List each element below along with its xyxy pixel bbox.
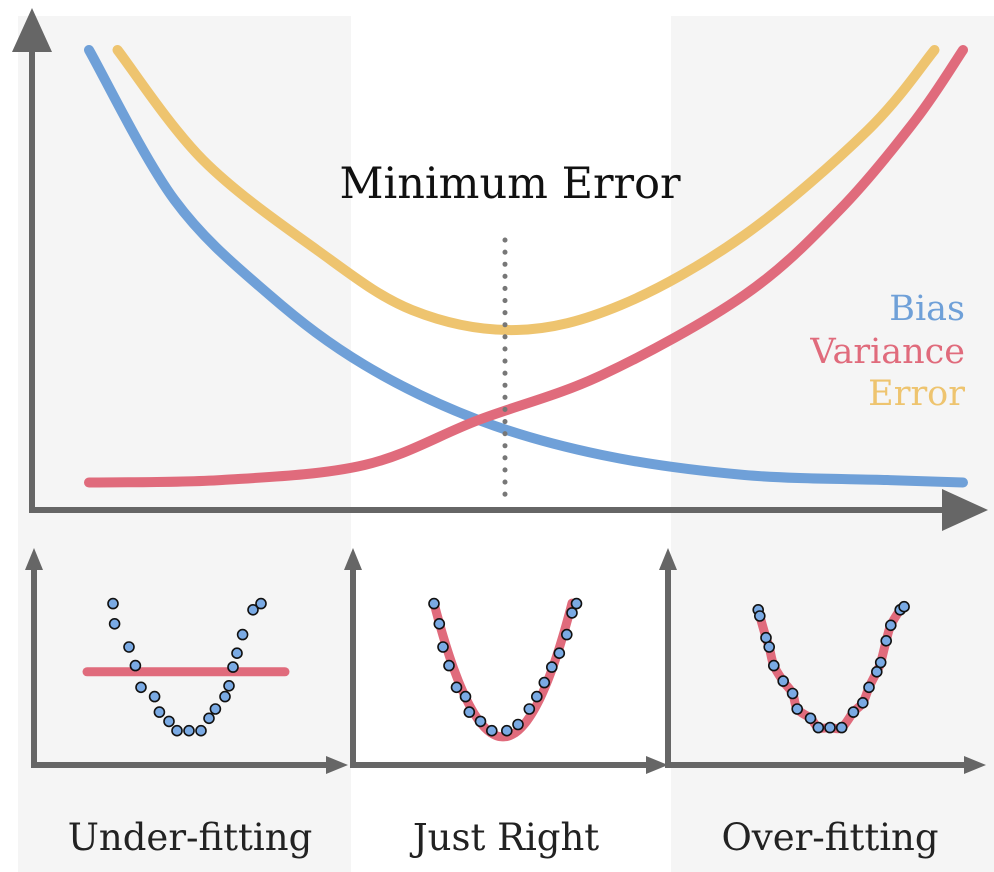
data-point xyxy=(209,703,222,715)
justright-y-arrowhead xyxy=(344,548,362,570)
underfit-axes xyxy=(25,548,348,774)
legend: Bias Variance Error xyxy=(809,289,965,414)
overfit-x-arrowhead xyxy=(964,756,986,774)
data-point xyxy=(227,661,239,673)
data-point xyxy=(428,597,440,610)
panel-label-underfitting: Under-fitting xyxy=(68,816,313,859)
data-point xyxy=(153,706,166,718)
data-point xyxy=(847,706,860,718)
data-point xyxy=(560,628,573,641)
overfit-panel-background xyxy=(671,16,994,872)
data-point xyxy=(129,659,142,672)
data-point xyxy=(777,675,790,687)
data-point xyxy=(443,659,455,672)
legend-bias: Bias xyxy=(889,289,965,329)
data-point xyxy=(753,610,766,622)
data-point xyxy=(824,721,836,734)
data-point xyxy=(108,617,121,630)
data-point xyxy=(767,659,780,672)
underfit-data-points xyxy=(107,597,267,737)
underfit-x-arrowhead xyxy=(326,756,348,774)
data-point xyxy=(553,647,566,660)
data-point xyxy=(203,712,215,725)
overfit-axes xyxy=(659,548,986,774)
data-point xyxy=(463,706,476,718)
overfit-data-points xyxy=(752,600,910,734)
data-point xyxy=(863,681,875,694)
data-point xyxy=(884,619,897,632)
data-point xyxy=(223,679,235,692)
data-point xyxy=(523,703,536,715)
data-point xyxy=(148,690,161,703)
justright-model-curve xyxy=(429,598,577,742)
data-point xyxy=(880,634,893,647)
data-point xyxy=(433,617,446,630)
data-point xyxy=(566,607,578,619)
data-point xyxy=(763,641,776,653)
justright-data-points xyxy=(428,597,583,737)
data-point xyxy=(163,715,175,728)
data-point xyxy=(450,681,463,694)
overfit-y-arrowhead xyxy=(659,548,677,570)
panel-label-overfitting: Over-fitting xyxy=(721,816,938,859)
data-point xyxy=(171,724,183,737)
data-point xyxy=(195,724,207,737)
data-point xyxy=(107,597,119,610)
error-curve xyxy=(112,45,940,336)
data-point xyxy=(485,724,498,737)
data-point xyxy=(255,597,267,610)
data-point xyxy=(530,690,543,703)
data-point xyxy=(437,641,449,653)
data-point xyxy=(512,718,524,731)
data-point xyxy=(835,721,848,734)
main-x-arrowhead xyxy=(942,489,988,531)
underfit-y-arrowhead xyxy=(25,548,43,570)
data-point xyxy=(459,690,472,703)
justright-axes xyxy=(344,548,668,774)
data-point xyxy=(791,703,804,715)
data-point xyxy=(538,676,551,689)
data-point xyxy=(135,681,147,694)
justright-x-arrowhead xyxy=(646,756,668,774)
main-axes xyxy=(12,8,988,531)
minimum-error-label: Minimum Error xyxy=(339,159,681,209)
data-point xyxy=(874,656,887,669)
data-point xyxy=(786,687,799,700)
data-point xyxy=(545,661,558,673)
data-point xyxy=(804,712,817,725)
data-point xyxy=(898,600,910,613)
data-point xyxy=(247,603,259,616)
data-point xyxy=(856,696,869,709)
legend-variance: Variance xyxy=(809,332,965,372)
legend-error: Error xyxy=(868,374,965,414)
data-point xyxy=(236,628,249,641)
panel-label-just-right: Just Right xyxy=(409,816,599,859)
data-point xyxy=(812,721,825,734)
data-point xyxy=(474,715,487,728)
main-y-arrowhead xyxy=(12,8,52,52)
data-point xyxy=(760,631,772,644)
data-point xyxy=(123,641,135,653)
data-point xyxy=(183,724,195,737)
variance-curve xyxy=(84,45,968,488)
data-point xyxy=(231,647,243,660)
data-point xyxy=(219,690,231,703)
data-point xyxy=(500,724,513,737)
data-point xyxy=(570,597,583,610)
data-point xyxy=(870,665,883,678)
